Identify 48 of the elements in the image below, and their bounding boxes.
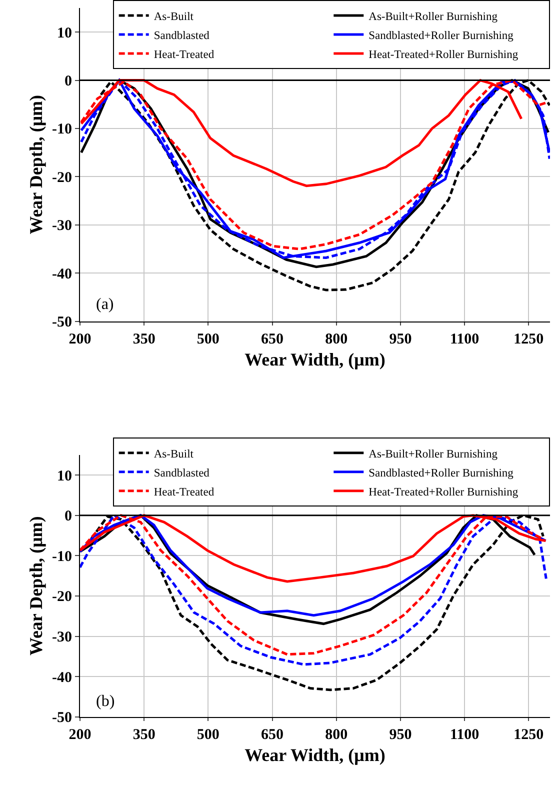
legend-label: Heat-Treated xyxy=(154,486,214,498)
x-tick-label: 350 xyxy=(132,726,156,743)
y-tick-label: -10 xyxy=(52,548,72,565)
x-tick-label: 950 xyxy=(389,331,412,348)
x-tick-label: 500 xyxy=(196,331,220,348)
x-axis-title: Wear Width, (μm) xyxy=(244,745,386,766)
x-tick-label: 800 xyxy=(325,726,348,743)
legend-label: As-Built+Roller Burnishing xyxy=(368,448,498,460)
x-tick-label: 500 xyxy=(196,726,220,743)
y-tick-label: -40 xyxy=(52,266,72,282)
y-tick-label: -20 xyxy=(52,170,72,186)
y-tick-label: -40 xyxy=(52,670,72,686)
y-tick-label: -50 xyxy=(52,710,72,726)
legend-label: Sandblasted+Roller Burnishing xyxy=(368,30,514,42)
y-tick-label: -20 xyxy=(52,589,72,606)
legend-label: Heat-Treated+Roller Burnishing xyxy=(368,48,518,61)
legend-label: As-Built xyxy=(154,448,194,460)
legend-label: Sandblasted+Roller Burnishing xyxy=(368,467,514,480)
x-tick-label: 200 xyxy=(68,726,92,743)
y-axis-title: Wear Depth, (μm) xyxy=(26,516,46,656)
annotation: (a) xyxy=(96,296,114,313)
y-tick-label: -10 xyxy=(52,122,72,138)
x-tick-label: 650 xyxy=(261,331,284,348)
legend-label: Sandblasted xyxy=(154,467,210,480)
legend-label: Heat-Treated+Roller Burnishing xyxy=(368,486,518,498)
y-tick-label: 0 xyxy=(64,74,72,90)
x-tick-label: 1250 xyxy=(514,331,544,348)
x-tick-label: 1100 xyxy=(450,726,480,743)
legend-label: Heat-Treated xyxy=(154,48,214,61)
y-tick-label: -50 xyxy=(52,314,72,331)
annotation: (b) xyxy=(96,693,115,710)
legend-label: As-Built+Roller Burnishing xyxy=(368,10,498,23)
y-tick-label: -30 xyxy=(52,218,72,234)
y-tick-label: -30 xyxy=(52,630,72,646)
y-tick-label: 0 xyxy=(64,508,72,525)
x-tick-label: 950 xyxy=(389,726,412,743)
y-tick-label: 10 xyxy=(57,25,72,42)
x-tick-label: 350 xyxy=(132,331,156,348)
x-tick-label: 1250 xyxy=(514,726,544,743)
x-tick-label: 1100 xyxy=(450,331,480,348)
legend-label: Sandblasted xyxy=(154,30,210,42)
x-tick-label: 200 xyxy=(68,331,92,348)
x-tick-label: 650 xyxy=(261,726,284,743)
x-axis-title: Wear Width, (μm) xyxy=(244,349,386,370)
y-axis-title: Wear Depth, (μm) xyxy=(26,94,46,234)
y-tick-label: 10 xyxy=(57,468,72,484)
x-tick-label: 800 xyxy=(325,331,348,348)
legend-label: As-Built xyxy=(154,10,194,23)
